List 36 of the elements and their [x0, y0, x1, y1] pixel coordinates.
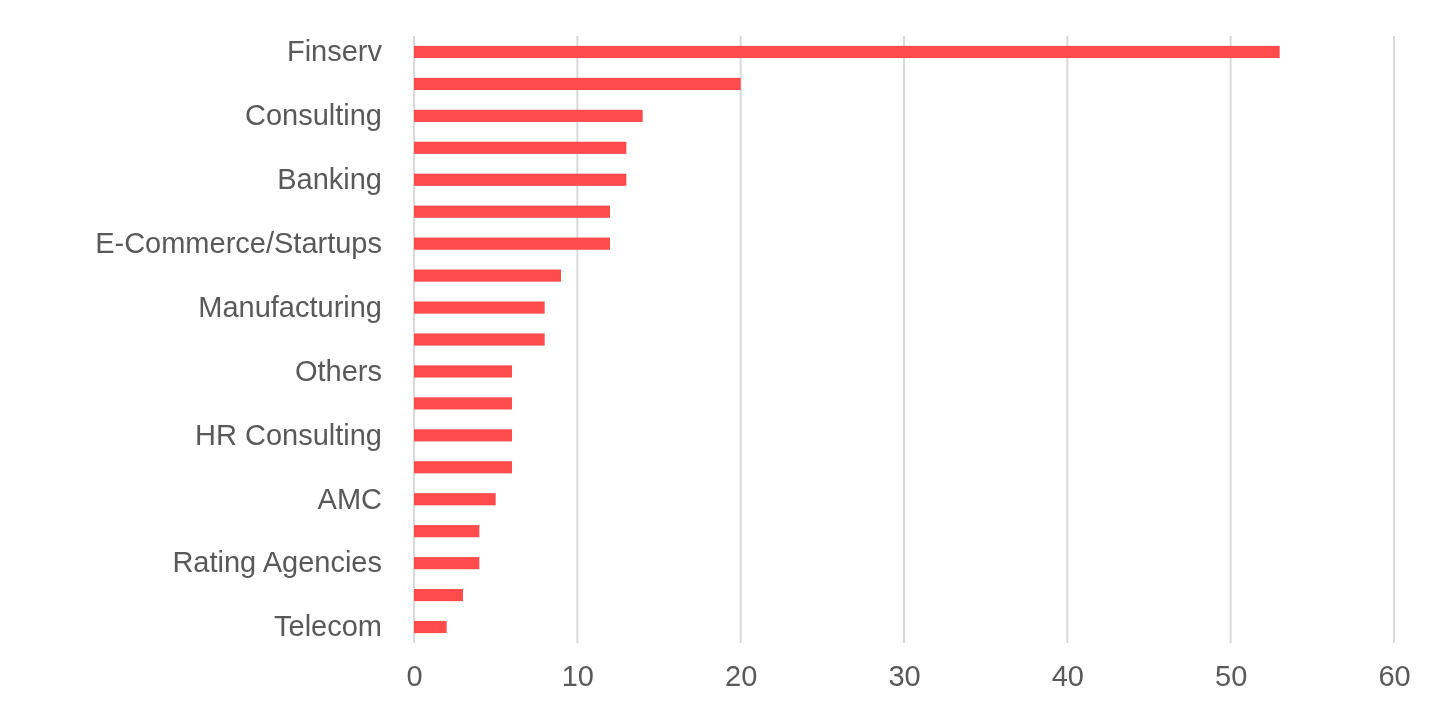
- y-tick-label: Consulting: [244, 99, 382, 132]
- bar: [414, 173, 627, 186]
- bar: [414, 557, 480, 570]
- bar: [414, 493, 496, 506]
- bar: [414, 301, 545, 314]
- bar: [414, 237, 610, 250]
- x-tick-label: 50: [1215, 659, 1248, 692]
- y-tick-label: Telecom: [274, 610, 382, 643]
- y-tick-label: E-Commerce/Startups: [95, 226, 382, 259]
- bar: [414, 429, 512, 442]
- bar: [414, 77, 741, 90]
- bar: [414, 620, 447, 634]
- y-tick-label: Rating Agencies: [172, 546, 382, 579]
- bar: [414, 141, 627, 154]
- bar: [414, 205, 610, 218]
- bar: [414, 109, 643, 122]
- y-tick-label: Manufacturing: [198, 290, 382, 323]
- bar: [414, 45, 1280, 59]
- x-tick-label: 60: [1378, 659, 1411, 692]
- x-tick-label: 0: [406, 659, 423, 692]
- x-tick-label: 40: [1051, 659, 1084, 692]
- bar: [414, 397, 512, 410]
- bar: [414, 269, 561, 282]
- x-tick-label: 10: [561, 659, 594, 692]
- bar: [414, 525, 480, 538]
- y-tick-label: Banking: [277, 163, 382, 196]
- y-tick-label: Others: [294, 354, 382, 387]
- y-tick-label: HR Consulting: [195, 418, 382, 451]
- bar: [414, 589, 463, 602]
- bar: [414, 333, 545, 346]
- y-tick-label: Finserv: [286, 35, 383, 68]
- x-tick-label: 20: [725, 659, 758, 692]
- y-tick-label: AMC: [317, 482, 382, 515]
- bar: [414, 365, 512, 378]
- x-tick-label: 30: [888, 659, 921, 692]
- bar: [414, 461, 512, 474]
